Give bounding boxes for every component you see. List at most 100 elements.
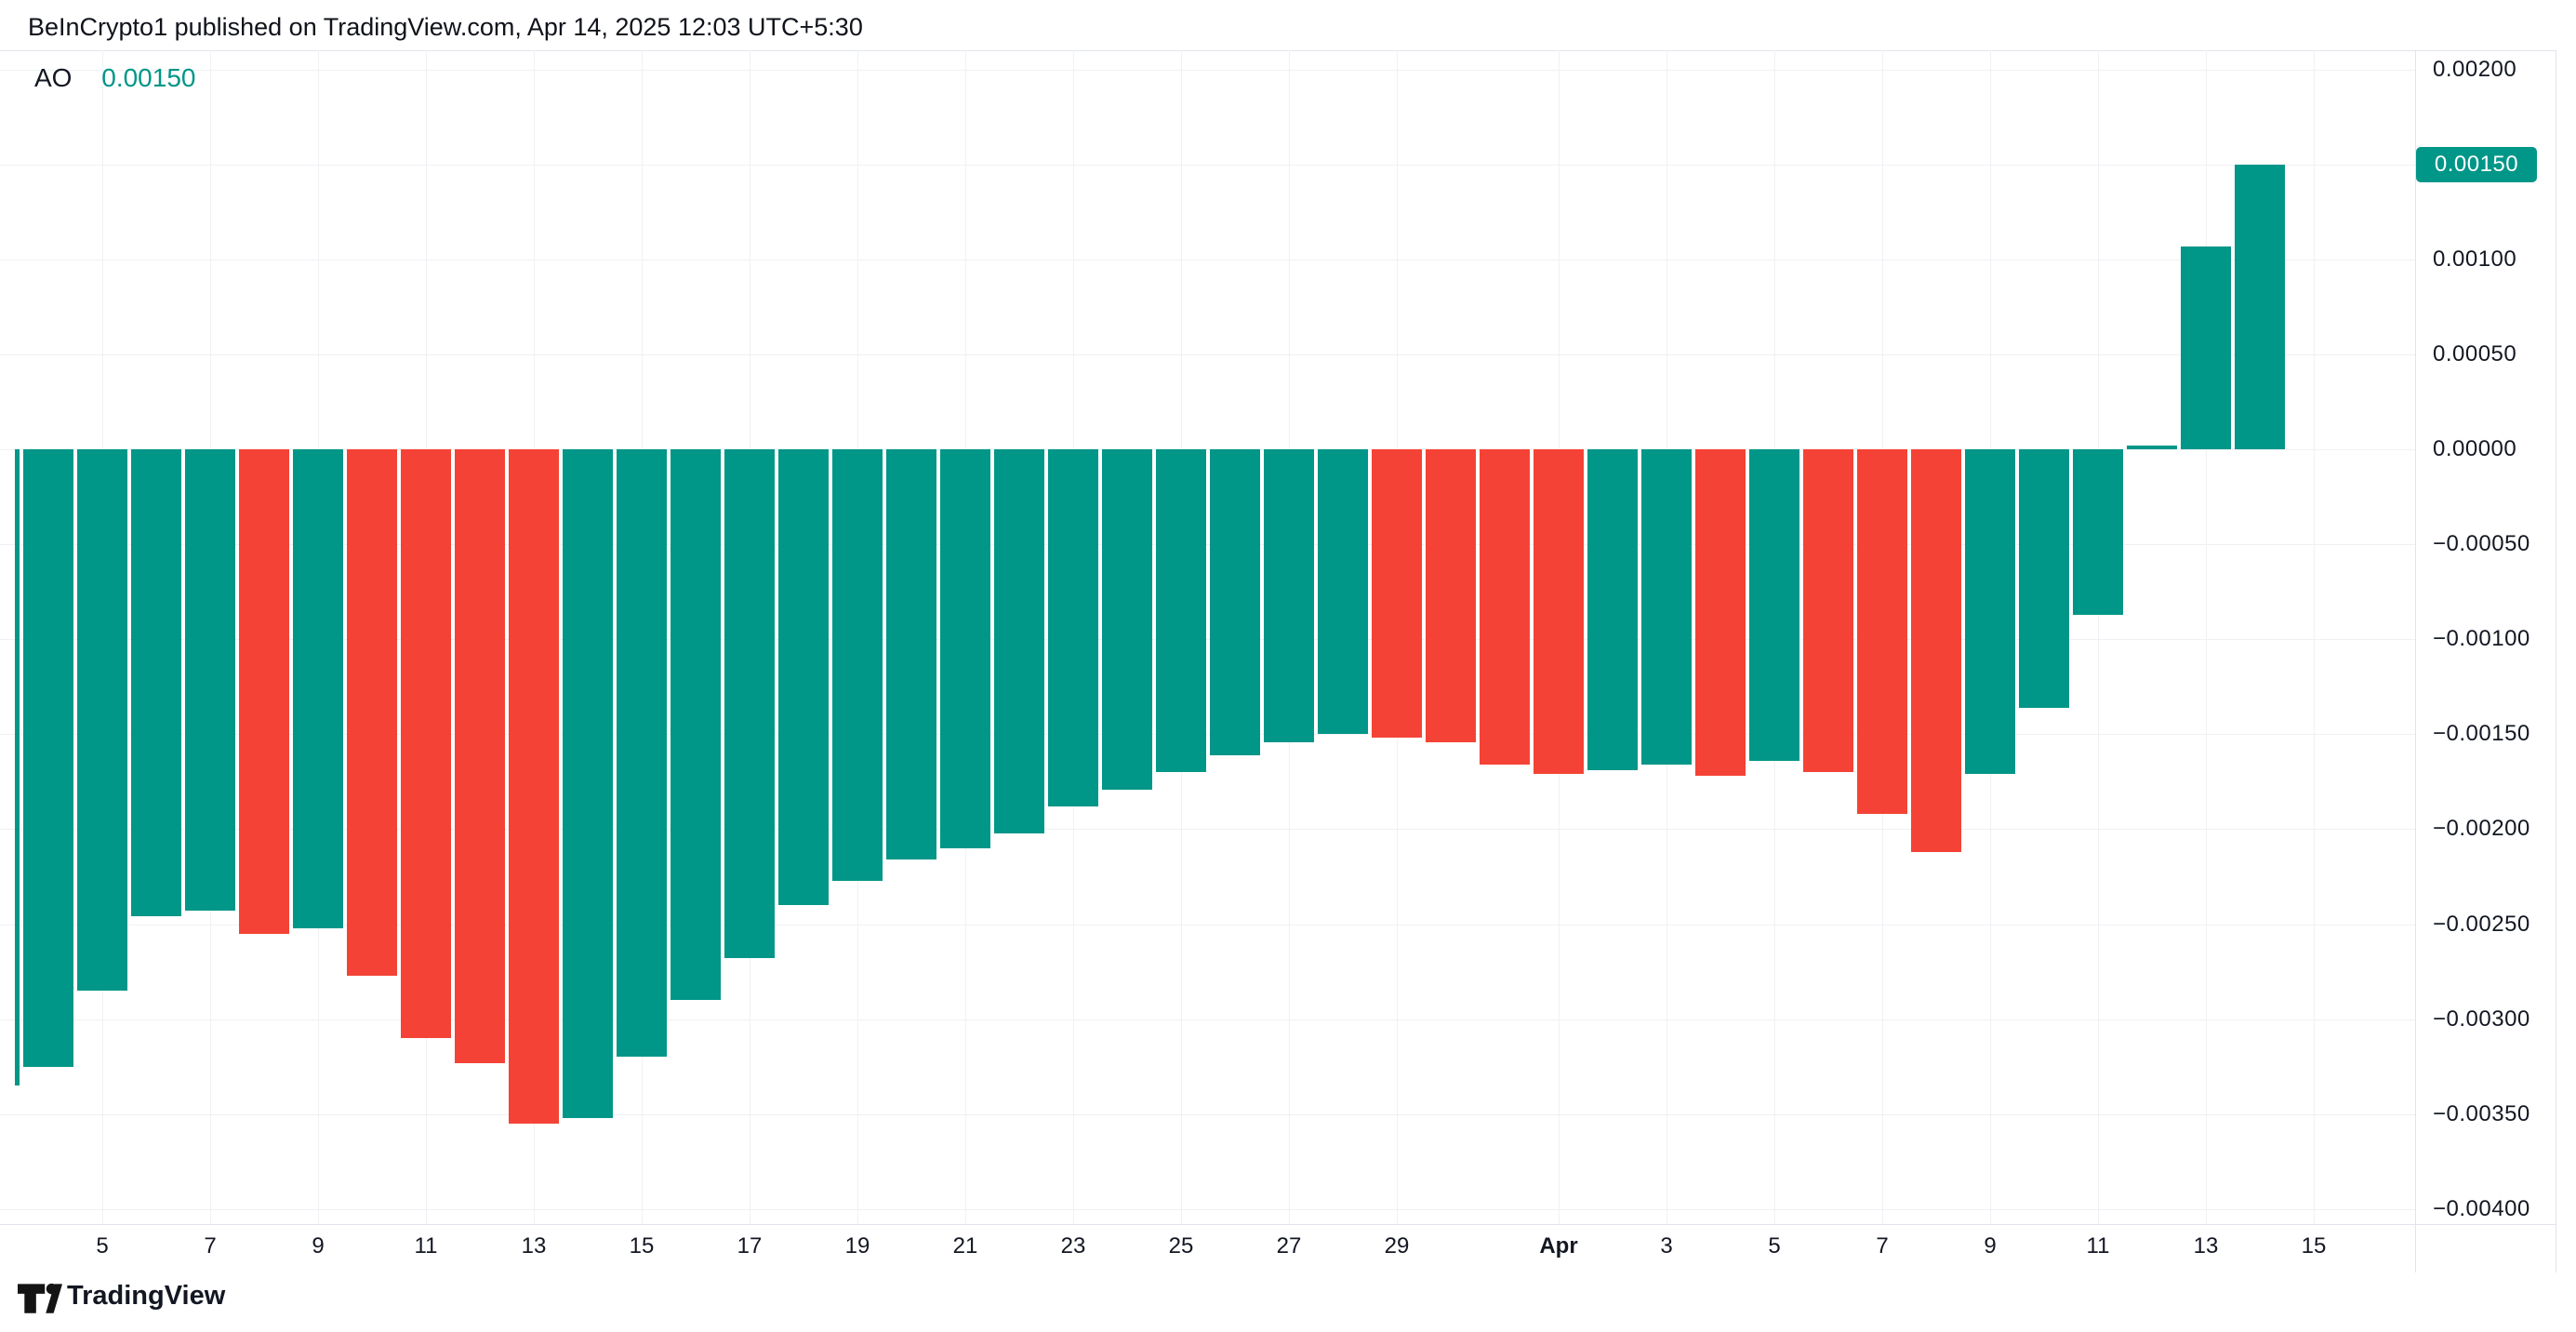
attribution-text: BeInCrypto1 published on TradingView.com… bbox=[28, 13, 863, 41]
tradingview-brand-text[interactable]: TradingView bbox=[67, 1281, 226, 1311]
ao-histogram-bar[interactable] bbox=[724, 449, 775, 959]
time-axis-label: 15 bbox=[629, 1233, 655, 1259]
time-axis-label: 9 bbox=[312, 1233, 325, 1259]
ao-histogram-bar[interactable] bbox=[671, 449, 721, 1001]
time-axis-label: 3 bbox=[1660, 1233, 1673, 1259]
ao-histogram-bar[interactable] bbox=[1587, 449, 1638, 771]
gridline-horizontal bbox=[0, 734, 2415, 736]
ao-histogram-bar[interactable] bbox=[1695, 449, 1746, 777]
ao-histogram-bar[interactable] bbox=[509, 449, 559, 1124]
ao-histogram-bar[interactable] bbox=[1318, 449, 1368, 735]
gridline-horizontal bbox=[0, 449, 2415, 450]
ao-histogram-bar[interactable] bbox=[1857, 449, 1907, 815]
price-axis-label: −0.00150 bbox=[2433, 721, 2530, 747]
price-axis-label: 0.00200 bbox=[2433, 56, 2517, 82]
gridline-vertical bbox=[2206, 50, 2207, 1224]
ao-histogram-bar[interactable] bbox=[185, 449, 235, 912]
time-axis-label: 13 bbox=[521, 1233, 547, 1259]
indicator-legend[interactable]: AO 0.00150 bbox=[34, 63, 195, 93]
ao-histogram-bar[interactable] bbox=[23, 449, 73, 1067]
ao-histogram-bar[interactable] bbox=[1210, 449, 1260, 755]
time-axis-label: 11 bbox=[414, 1233, 438, 1259]
gridline-horizontal bbox=[0, 1113, 2415, 1115]
price-axis-label: −0.00300 bbox=[2433, 1006, 2530, 1032]
time-axis-label: 7 bbox=[204, 1233, 217, 1259]
ao-histogram-bar[interactable] bbox=[347, 449, 397, 976]
time-axis[interactable]: 5 7 9 11 13 15 17 19 21 23 25 27 29 Apr 3 5 7 9 11 13 15 bbox=[0, 1224, 2556, 1272]
time-axis-label-month: Apr bbox=[1539, 1233, 1578, 1259]
gridline-horizontal bbox=[0, 924, 2415, 926]
gridline-horizontal bbox=[0, 164, 2415, 166]
price-axis-label: −0.00400 bbox=[2433, 1195, 2530, 1221]
gridline-horizontal bbox=[0, 829, 2415, 831]
ao-histogram-bar[interactable] bbox=[2127, 445, 2177, 449]
ao-histogram-bar[interactable] bbox=[455, 449, 505, 1063]
price-axis-label: −0.00250 bbox=[2433, 911, 2530, 937]
gridline-horizontal bbox=[0, 639, 2415, 641]
time-axis-label: 23 bbox=[1060, 1233, 1086, 1259]
time-axis-label: 15 bbox=[2301, 1233, 2327, 1259]
time-axis-label: 11 bbox=[2086, 1233, 2110, 1259]
price-axis-label: 0.00100 bbox=[2433, 246, 2517, 272]
tradingview-logo-icon[interactable] bbox=[18, 1282, 62, 1313]
time-axis-label: 7 bbox=[1876, 1233, 1889, 1259]
ao-histogram-bar[interactable] bbox=[617, 449, 667, 1058]
gridline-vertical bbox=[2098, 50, 2099, 1224]
ao-histogram-bar[interactable] bbox=[1426, 449, 1476, 742]
ao-histogram-bar[interactable] bbox=[1534, 449, 1584, 775]
ao-histogram-bar[interactable] bbox=[563, 449, 613, 1118]
footer: TradingView bbox=[0, 1272, 2576, 1332]
indicator-value: 0.00150 bbox=[101, 63, 196, 92]
ao-histogram-bar[interactable] bbox=[1102, 449, 1152, 790]
ao-histogram-bar[interactable] bbox=[940, 449, 990, 848]
ao-histogram-bar[interactable] bbox=[1911, 449, 1961, 852]
pane-top-border bbox=[0, 50, 2556, 51]
time-axis-label: 29 bbox=[1384, 1233, 1410, 1259]
gridline-horizontal bbox=[0, 1019, 2415, 1020]
ao-histogram-bar[interactable] bbox=[15, 449, 20, 1086]
price-axis-label: −0.00050 bbox=[2433, 531, 2530, 557]
ao-histogram-bar[interactable] bbox=[77, 449, 127, 991]
time-axis-label: 5 bbox=[96, 1233, 109, 1259]
ao-histogram-bar[interactable] bbox=[1965, 449, 2015, 775]
time-axis-label: 9 bbox=[1984, 1233, 1997, 1259]
price-axis[interactable]: 0.00150 0.002000.001500.001000.000500.00… bbox=[2415, 50, 2556, 1272]
ao-histogram-bar[interactable] bbox=[886, 449, 936, 860]
time-axis-label: 21 bbox=[952, 1233, 978, 1259]
ao-histogram-bar[interactable] bbox=[1048, 449, 1098, 806]
indicator-name: AO bbox=[34, 63, 73, 92]
ao-histogram-bar[interactable] bbox=[1156, 449, 1206, 773]
ao-histogram-bar[interactable] bbox=[2019, 449, 2069, 708]
ao-histogram-bar[interactable] bbox=[1372, 449, 1422, 739]
ao-histogram-bar[interactable] bbox=[1749, 449, 1799, 761]
pane-axis-separator bbox=[0, 1224, 2556, 1225]
ao-histogram-bar[interactable] bbox=[2181, 246, 2231, 449]
price-axis-label: 0.00000 bbox=[2433, 436, 2517, 461]
gridline-horizontal bbox=[0, 353, 2415, 355]
ao-histogram-bar[interactable] bbox=[832, 449, 883, 881]
time-axis-label: 19 bbox=[844, 1233, 870, 1259]
ao-histogram-bar[interactable] bbox=[1641, 449, 1692, 765]
ao-histogram-bar[interactable] bbox=[1264, 449, 1314, 742]
ao-histogram-bar[interactable] bbox=[778, 449, 829, 906]
ao-histogram-bar[interactable] bbox=[239, 449, 289, 934]
gridline-horizontal bbox=[0, 69, 2415, 71]
ao-histogram-bar[interactable] bbox=[1803, 449, 1853, 773]
price-axis-label: −0.00100 bbox=[2433, 626, 2530, 652]
ao-histogram-bar[interactable] bbox=[2235, 164, 2285, 449]
ao-histogram-bar[interactable] bbox=[131, 449, 181, 917]
ao-histogram-bar[interactable] bbox=[293, 449, 343, 928]
price-axis-label: −0.00200 bbox=[2433, 816, 2530, 842]
ao-histogram-bar[interactable] bbox=[2073, 449, 2123, 615]
current-value-badge: 0.00150 bbox=[2416, 146, 2537, 182]
ao-histogram-bar[interactable] bbox=[994, 449, 1044, 833]
chart-pane[interactable] bbox=[0, 50, 2415, 1224]
ao-histogram-bar[interactable] bbox=[401, 449, 451, 1038]
time-axis-label: 13 bbox=[2193, 1233, 2219, 1259]
time-axis-label: 17 bbox=[737, 1233, 763, 1259]
gridline-vertical bbox=[2314, 50, 2315, 1224]
ao-histogram-bar[interactable] bbox=[1480, 449, 1530, 765]
price-axis-separator bbox=[2415, 50, 2416, 1272]
time-axis-label: 25 bbox=[1168, 1233, 1194, 1259]
